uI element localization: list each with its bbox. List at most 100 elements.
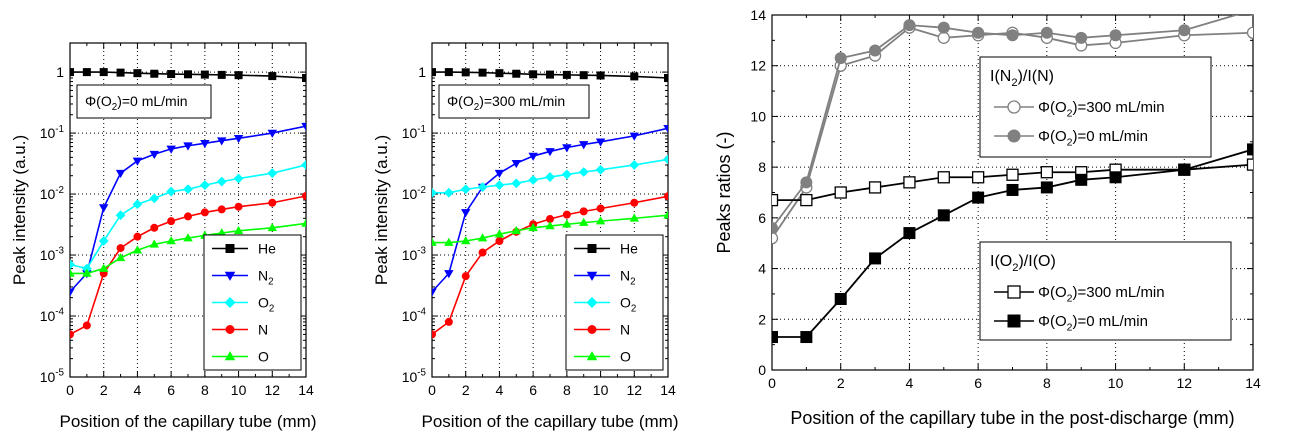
x-tick-label: 6 bbox=[167, 382, 175, 398]
data-point bbox=[1075, 31, 1088, 44]
data-point bbox=[149, 239, 160, 248]
data-point bbox=[1040, 181, 1053, 194]
data-point bbox=[199, 180, 210, 191]
data-point bbox=[82, 268, 92, 277]
data-point bbox=[183, 233, 193, 242]
data-point bbox=[578, 167, 589, 177]
data-point bbox=[432, 288, 437, 297]
x-tick-label: 2 bbox=[837, 375, 845, 391]
data-point bbox=[1040, 166, 1054, 179]
data-point bbox=[460, 184, 471, 195]
data-point bbox=[800, 193, 813, 207]
data-point bbox=[234, 202, 243, 211]
x-tick-label: 8 bbox=[201, 382, 209, 398]
y-tick-label: 1 bbox=[418, 64, 426, 80]
legend-marker bbox=[225, 244, 235, 253]
y-tick-label: 10-5 bbox=[402, 368, 427, 385]
y-tick-label: 12 bbox=[750, 58, 766, 74]
y-tick-label: 10-5 bbox=[40, 368, 65, 385]
y-tick-label: 10-1 bbox=[40, 124, 64, 141]
data-point bbox=[183, 184, 193, 195]
data-point bbox=[578, 217, 589, 226]
data-point bbox=[1178, 24, 1191, 37]
data-point bbox=[579, 207, 588, 216]
x-tick-label: 10 bbox=[231, 382, 247, 398]
data-point bbox=[595, 216, 606, 225]
data-point bbox=[166, 145, 176, 154]
data-point bbox=[494, 169, 505, 179]
x-tick-label: 0 bbox=[768, 375, 776, 391]
data-point bbox=[937, 171, 950, 184]
legend-label: O2​ bbox=[258, 295, 274, 315]
data-point bbox=[116, 244, 125, 253]
data-point bbox=[150, 223, 159, 232]
data-point bbox=[99, 68, 108, 77]
data-point bbox=[528, 152, 538, 161]
data-point bbox=[98, 236, 109, 246]
data-point bbox=[200, 70, 209, 79]
y-tick-label: 1 bbox=[56, 64, 64, 80]
data-point bbox=[1178, 163, 1191, 176]
data-point bbox=[630, 198, 639, 207]
legend-title: I(O2​)/I(O) bbox=[990, 253, 1056, 274]
y-tick-label: 10-4 bbox=[40, 307, 65, 324]
x-tick-label: 0 bbox=[428, 382, 436, 398]
data-point bbox=[477, 182, 488, 193]
data-point bbox=[772, 331, 778, 344]
data-point bbox=[529, 70, 538, 79]
y-tick-label: 10-2 bbox=[40, 185, 64, 202]
data-point bbox=[511, 178, 522, 189]
data-point bbox=[200, 139, 210, 149]
y-tick-label: 10 bbox=[750, 108, 766, 124]
x-tick-label: 12 bbox=[1176, 375, 1192, 391]
data-point bbox=[512, 69, 521, 78]
data-point bbox=[595, 164, 606, 175]
data-point bbox=[596, 204, 605, 213]
legend-label: He bbox=[620, 241, 638, 257]
data-point bbox=[561, 169, 572, 180]
data-point bbox=[432, 68, 436, 77]
data-point bbox=[579, 71, 588, 80]
data-point bbox=[217, 70, 226, 79]
data-point bbox=[1246, 158, 1253, 171]
x-tick-label: 14 bbox=[660, 382, 676, 398]
data-point bbox=[268, 198, 277, 207]
data-point bbox=[629, 132, 640, 141]
y-tick-label: 10-3 bbox=[402, 246, 427, 263]
legend-label: N bbox=[620, 322, 630, 338]
y-tick-label: 0 bbox=[758, 362, 766, 378]
data-point bbox=[70, 268, 75, 277]
series-n2 bbox=[70, 122, 306, 297]
data-point bbox=[461, 68, 470, 77]
series-n2 bbox=[432, 124, 668, 297]
chart-3: 0 2 4 6 8 10 12 14 0 2 4 6 8 10 12 14 Position of the ca… bbox=[714, 7, 1261, 428]
data-point bbox=[150, 69, 159, 78]
legend-group-2: I(O2​)/I(O) Φ(O2​)=300 mL/min Φ(O2​)=0 mL/… bbox=[979, 241, 1232, 341]
data-point bbox=[903, 176, 916, 189]
legend-title: I(N2​)/I(N) bbox=[990, 68, 1054, 89]
data-point bbox=[971, 171, 985, 184]
series--o2-0-ml-min bbox=[772, 143, 1253, 344]
x-tick-label: 6 bbox=[974, 375, 982, 391]
series--o2-0-ml-min bbox=[772, 15, 1253, 234]
data-point bbox=[432, 237, 437, 246]
data-point bbox=[478, 248, 487, 257]
legend-marker bbox=[586, 271, 598, 281]
data-point bbox=[98, 204, 109, 213]
legend-label: Φ(O2​)=0 mL/min bbox=[1038, 128, 1148, 149]
y-tick-label: 14 bbox=[750, 7, 766, 23]
data-point bbox=[133, 69, 142, 78]
y-tick-label: 2 bbox=[758, 311, 766, 327]
data-point bbox=[115, 252, 126, 262]
data-point bbox=[495, 69, 504, 78]
series-n bbox=[70, 191, 306, 339]
data-point bbox=[1109, 171, 1122, 184]
data-point bbox=[82, 68, 91, 77]
series-he bbox=[70, 68, 306, 83]
data-point bbox=[183, 142, 193, 151]
data-point bbox=[800, 176, 813, 189]
y-axis-label: Peaks ratios (-) bbox=[714, 131, 734, 253]
data-point bbox=[444, 68, 453, 77]
data-point bbox=[1040, 26, 1053, 39]
data-point bbox=[234, 71, 243, 80]
